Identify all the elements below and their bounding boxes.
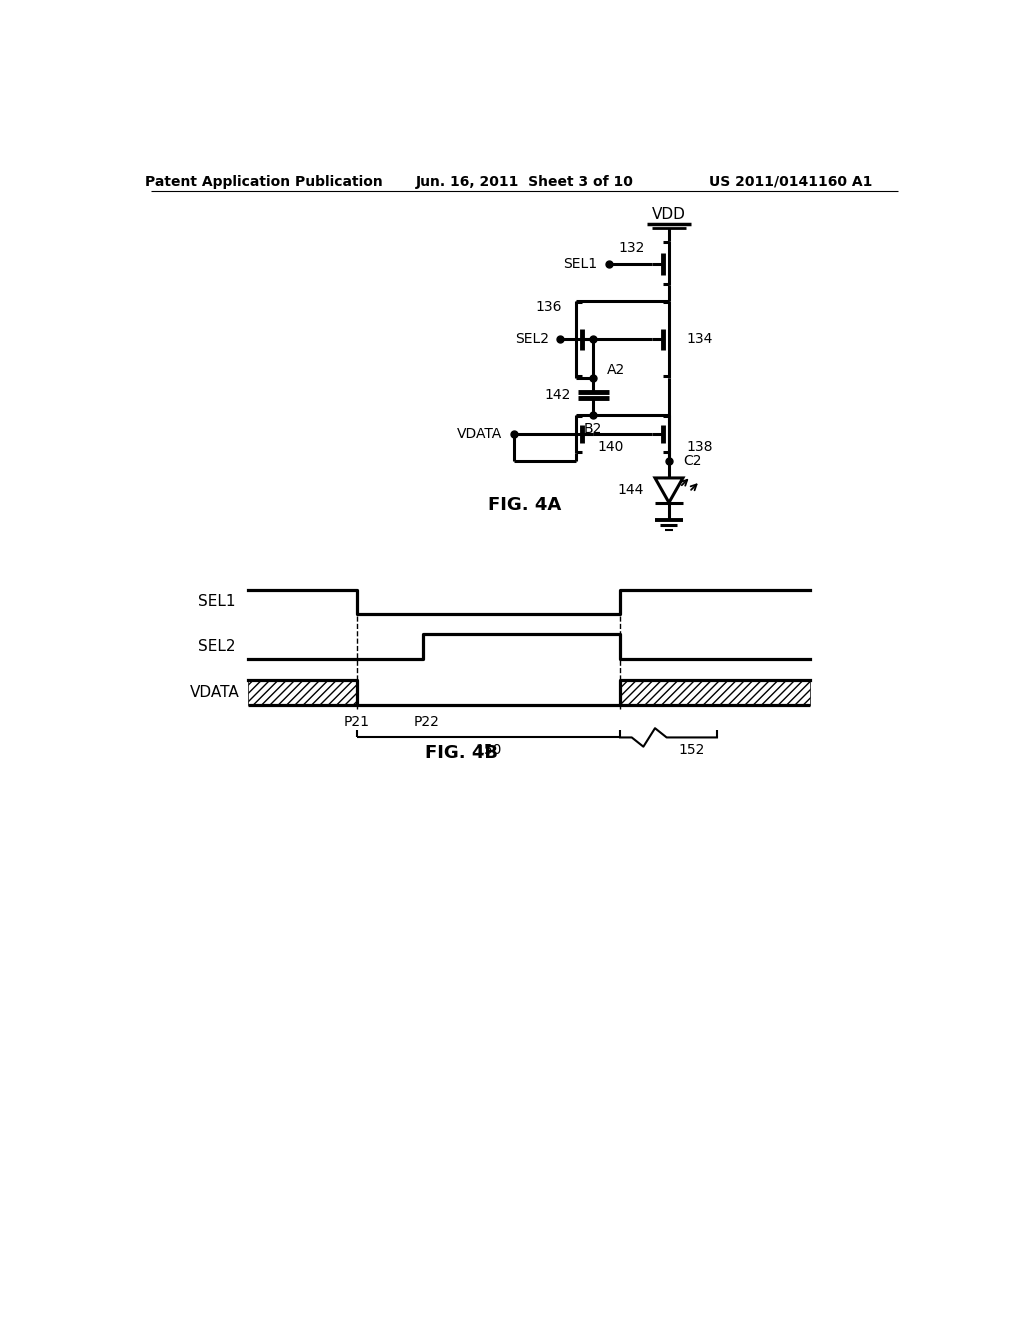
Text: 134: 134	[686, 333, 713, 346]
Text: FIG. 4B: FIG. 4B	[425, 744, 498, 762]
Text: P22: P22	[414, 715, 439, 729]
Text: 152: 152	[679, 743, 705, 756]
Text: US 2011/0141160 A1: US 2011/0141160 A1	[709, 174, 872, 189]
Text: C2: C2	[683, 454, 701, 469]
Text: 150: 150	[475, 743, 502, 756]
Bar	[248, 681, 356, 705]
Text: VDATA: VDATA	[457, 428, 503, 441]
Text: A2: A2	[607, 363, 626, 378]
Text: SEL2: SEL2	[515, 333, 549, 346]
Text: SEL1: SEL1	[563, 257, 598, 271]
Text: B2: B2	[584, 421, 602, 436]
Text: 142: 142	[545, 388, 571, 401]
Text: 138: 138	[686, 440, 713, 454]
Text: 144: 144	[617, 483, 644, 498]
Text: FIG. 4A: FIG. 4A	[488, 496, 561, 513]
Text: SEL1: SEL1	[199, 594, 236, 610]
Text: 132: 132	[618, 242, 645, 256]
Text: 140: 140	[598, 440, 624, 454]
Text: VDD: VDD	[652, 207, 686, 222]
Text: SEL2: SEL2	[199, 639, 236, 655]
Text: 136: 136	[536, 300, 562, 314]
Text: Jun. 16, 2011  Sheet 3 of 10: Jun. 16, 2011 Sheet 3 of 10	[416, 174, 634, 189]
Text: Patent Application Publication: Patent Application Publication	[144, 174, 383, 189]
Bar	[621, 681, 810, 705]
Text: VDATA: VDATA	[189, 685, 240, 701]
Text: P21: P21	[344, 715, 370, 729]
